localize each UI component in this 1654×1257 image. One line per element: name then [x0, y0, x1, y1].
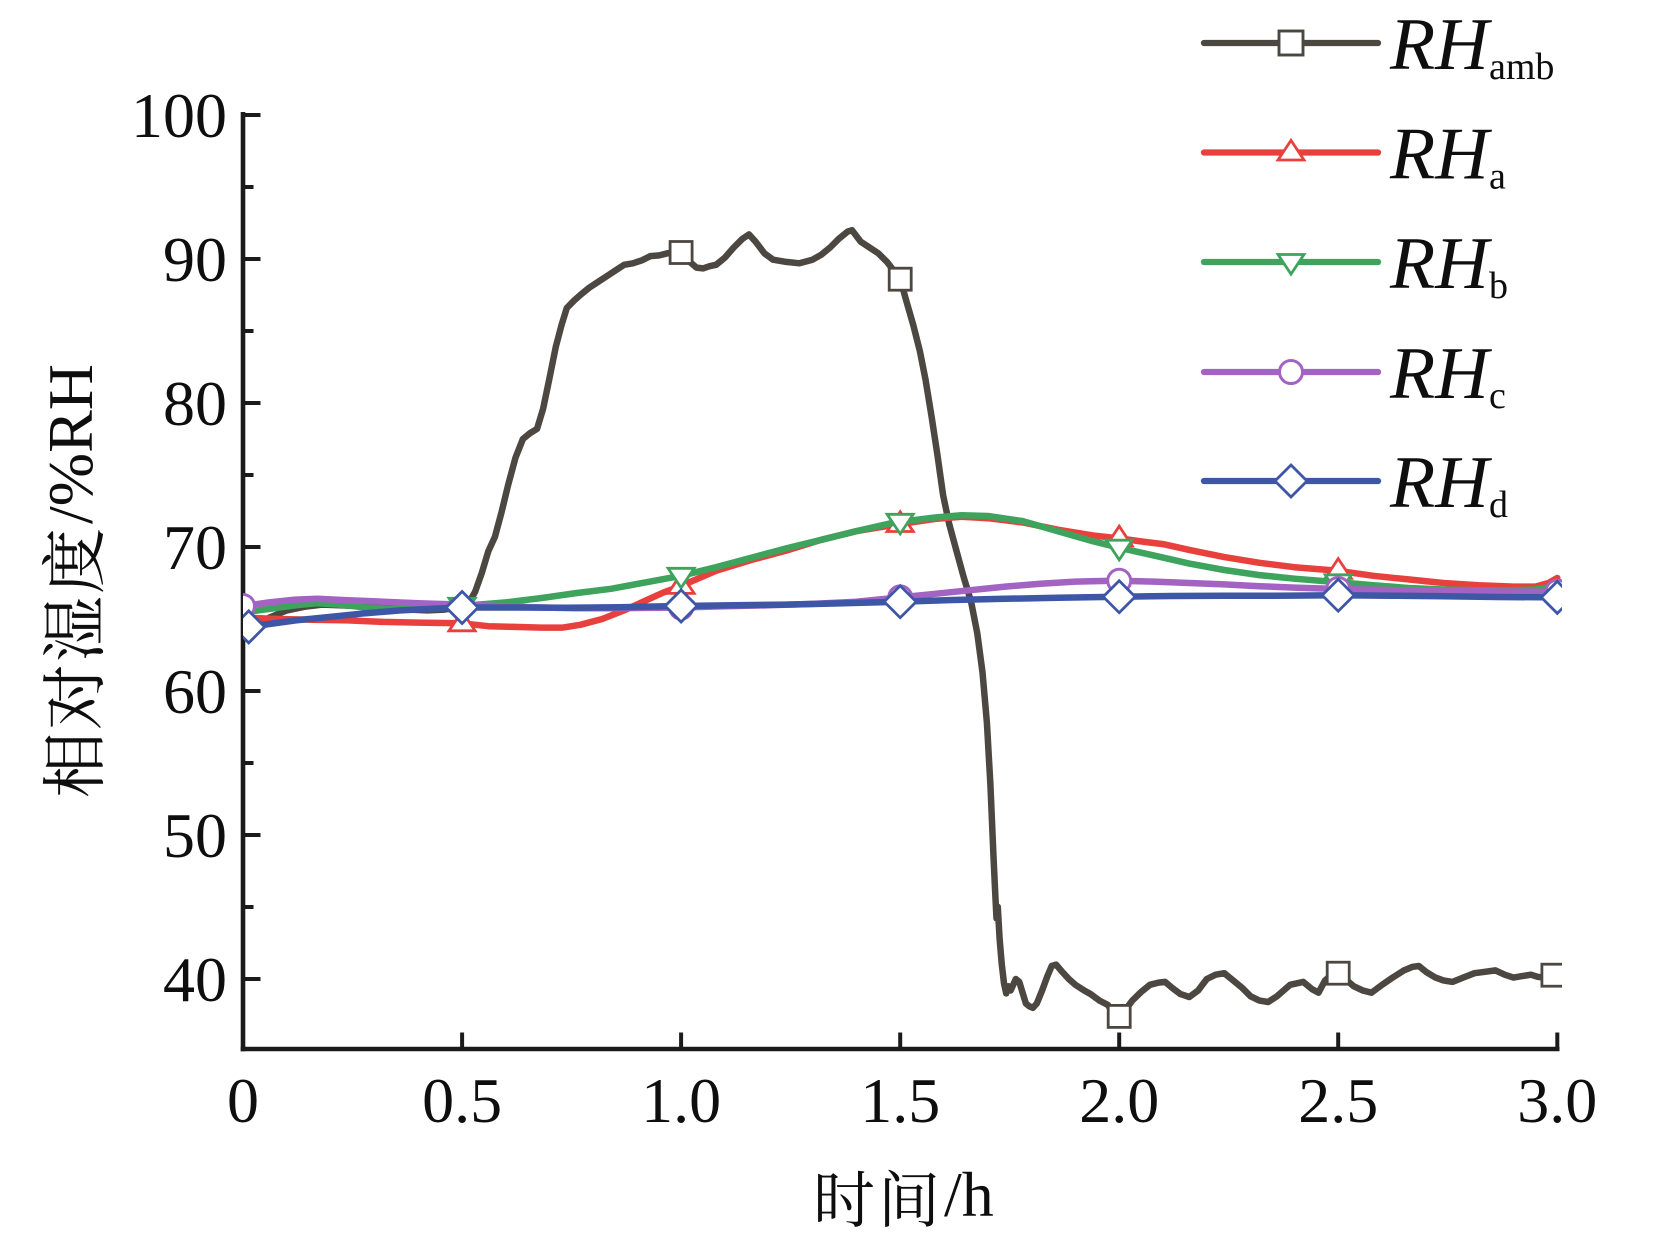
svg-text:3.0: 3.0 [1517, 1065, 1597, 1136]
svg-text:RH: RH [1389, 333, 1492, 415]
svg-text:1.0: 1.0 [641, 1065, 721, 1136]
svg-text:100: 100 [131, 80, 227, 151]
svg-text:amb: amb [1489, 46, 1554, 88]
svg-text:/%RH: /%RH [35, 364, 106, 524]
svg-text:RH: RH [1389, 223, 1492, 305]
svg-text:/h: /h [944, 1159, 994, 1230]
svg-text:70: 70 [163, 512, 227, 583]
svg-text:0: 0 [227, 1065, 259, 1136]
svg-text:50: 50 [163, 800, 227, 871]
svg-text:0.5: 0.5 [422, 1065, 502, 1136]
svg-text:b: b [1489, 265, 1508, 307]
svg-text:2.5: 2.5 [1298, 1065, 1378, 1136]
svg-text:40: 40 [163, 944, 227, 1015]
svg-text:RH: RH [1389, 442, 1492, 524]
svg-text:90: 90 [163, 224, 227, 295]
svg-text:d: d [1489, 484, 1508, 526]
svg-text:60: 60 [163, 656, 227, 727]
svg-text:2.0: 2.0 [1079, 1065, 1159, 1136]
svg-text:RH: RH [1389, 114, 1492, 196]
svg-text:80: 80 [163, 368, 227, 439]
svg-text:c: c [1489, 375, 1506, 417]
svg-text:1.5: 1.5 [860, 1065, 940, 1136]
svg-text:a: a [1489, 156, 1506, 198]
svg-text:RH: RH [1389, 4, 1492, 86]
